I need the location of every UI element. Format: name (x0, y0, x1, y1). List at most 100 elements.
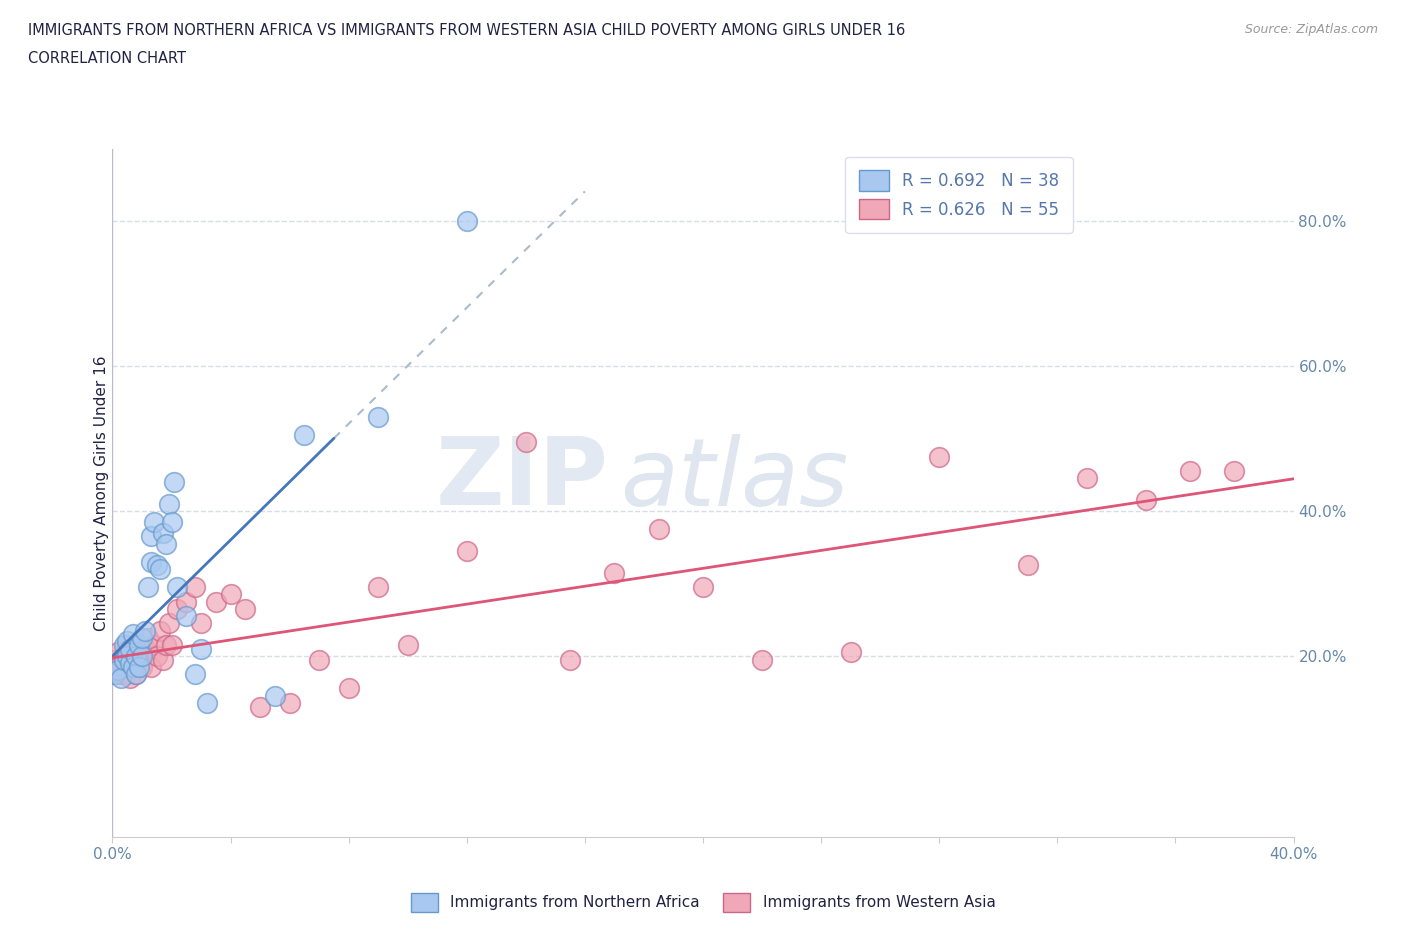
Point (110, 671, 132, 685)
Point (456, 543, 478, 558)
Point (122, 659, 145, 674)
Point (692, 579, 714, 594)
Point (190, 641, 212, 656)
Point (278, 696, 301, 711)
Point (1076, 471, 1098, 485)
Point (104, 667, 127, 682)
Legend: Immigrants from Northern Africa, Immigrants from Western Asia: Immigrants from Northern Africa, Immigra… (405, 887, 1001, 918)
Point (120, 656, 142, 671)
Point (139, 529, 162, 544)
Point (125, 667, 148, 682)
Point (142, 514, 165, 529)
Point (125, 652, 148, 667)
Point (264, 688, 287, 703)
Point (292, 428, 315, 443)
Text: Source: ZipAtlas.com: Source: ZipAtlas.com (1244, 23, 1378, 36)
Point (184, 579, 207, 594)
Point (120, 641, 142, 656)
Point (134, 623, 156, 638)
Point (107, 663, 129, 678)
Point (120, 671, 142, 685)
Point (558, 652, 582, 667)
Point (125, 667, 148, 682)
Point (128, 659, 150, 674)
Point (751, 652, 773, 667)
Point (131, 648, 153, 663)
Point (155, 537, 177, 551)
Point (337, 681, 360, 696)
Point (160, 514, 183, 529)
Point (157, 497, 180, 512)
Point (149, 623, 172, 638)
Point (157, 616, 180, 631)
Point (367, 579, 389, 594)
Point (122, 627, 145, 642)
Text: ZIP: ZIP (436, 433, 609, 525)
Point (152, 652, 174, 667)
Point (128, 644, 150, 659)
Point (174, 608, 197, 623)
Point (839, 644, 862, 659)
Point (117, 638, 138, 653)
Point (136, 631, 159, 645)
Point (104, 652, 127, 667)
Point (110, 656, 132, 671)
Point (131, 659, 153, 674)
Point (195, 696, 218, 711)
Point (205, 594, 228, 609)
Point (184, 667, 207, 682)
Point (112, 652, 135, 667)
Point (125, 648, 148, 663)
Point (146, 558, 169, 573)
Point (104, 667, 127, 682)
Point (112, 667, 135, 682)
Point (249, 699, 271, 714)
Point (139, 554, 162, 569)
Point (117, 648, 138, 663)
Point (928, 449, 950, 464)
Point (107, 644, 129, 659)
Point (149, 562, 172, 577)
Point (647, 522, 671, 537)
Text: CORRELATION CHART: CORRELATION CHART (28, 51, 186, 66)
Legend: R = 0.692   N = 38, R = 0.626   N = 55: R = 0.692 N = 38, R = 0.626 N = 55 (845, 157, 1073, 232)
Point (515, 434, 537, 449)
Point (122, 659, 145, 674)
Point (219, 587, 242, 602)
Point (456, 214, 478, 229)
Point (155, 638, 177, 653)
Point (603, 565, 626, 580)
Point (146, 648, 169, 663)
Point (1223, 464, 1246, 479)
Point (112, 638, 135, 653)
Point (174, 594, 197, 609)
Point (1135, 493, 1157, 508)
Point (139, 659, 162, 674)
Point (131, 631, 153, 645)
Point (128, 638, 150, 653)
Point (163, 474, 186, 489)
Point (367, 409, 389, 424)
Point (142, 638, 165, 653)
Point (107, 659, 129, 674)
Point (1017, 558, 1039, 573)
Point (110, 667, 132, 682)
Point (166, 602, 188, 617)
Point (233, 602, 256, 617)
Point (117, 667, 138, 682)
Point (112, 652, 135, 667)
Point (160, 638, 183, 653)
Point (190, 616, 212, 631)
Point (136, 579, 159, 594)
Point (396, 638, 419, 653)
Point (166, 579, 188, 594)
Y-axis label: Child Poverty Among Girls Under 16: Child Poverty Among Girls Under 16 (94, 355, 108, 631)
Point (120, 656, 142, 671)
Text: IMMIGRANTS FROM NORTHERN AFRICA VS IMMIGRANTS FROM WESTERN ASIA CHILD POVERTY AM: IMMIGRANTS FROM NORTHERN AFRICA VS IMMIG… (28, 23, 905, 38)
Point (117, 634, 138, 649)
Point (134, 641, 156, 656)
Text: atlas: atlas (620, 433, 849, 525)
Point (1178, 464, 1201, 479)
Point (152, 525, 174, 540)
Point (122, 644, 145, 659)
